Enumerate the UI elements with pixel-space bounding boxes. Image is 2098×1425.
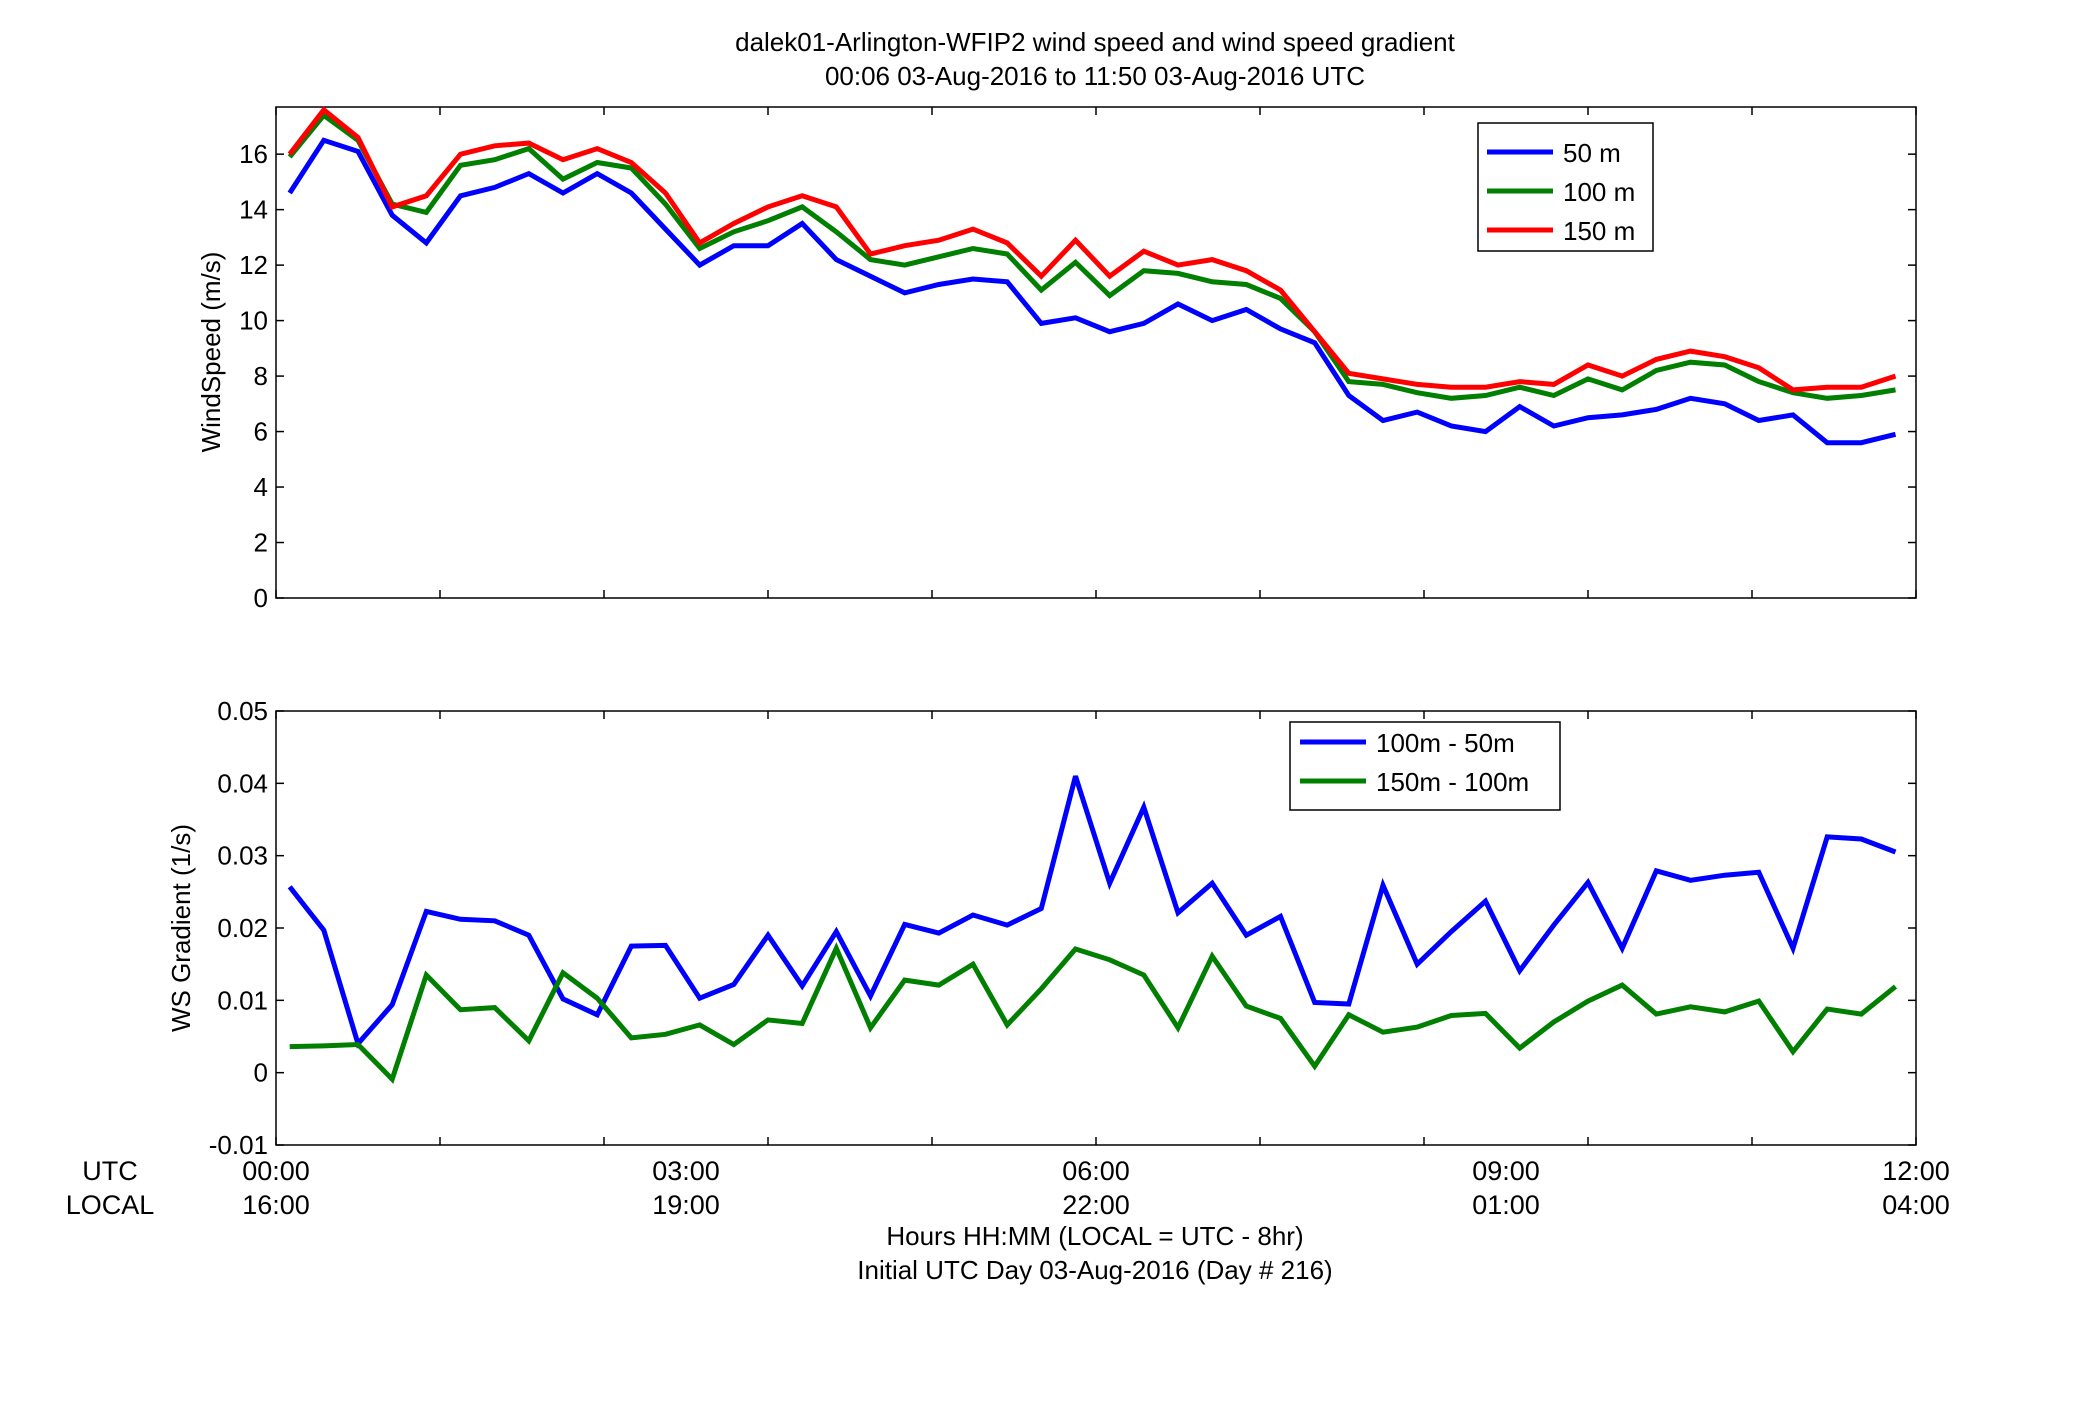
xtick-label-local: 19:00 xyxy=(652,1190,720,1220)
chart-title-line2: 00:06 03-Aug-2016 to 11:50 03-Aug-2016 U… xyxy=(825,61,1365,91)
xtick-label-utc: 00:00 xyxy=(242,1156,310,1186)
windspeed-ytick-label: 6 xyxy=(254,417,268,447)
windspeed-ytick-label: 10 xyxy=(239,306,268,336)
xtick-label-utc: 12:00 xyxy=(1882,1156,1950,1186)
xtick-label-utc: 06:00 xyxy=(1062,1156,1130,1186)
windspeed-ytick-label: 0 xyxy=(254,583,268,613)
gradient-legend-box xyxy=(1289,721,1561,811)
windspeed-series-line-0 xyxy=(287,137,1897,446)
windspeed-series-line-1 xyxy=(287,111,1896,401)
xtick-label-utc: 03:00 xyxy=(652,1156,720,1186)
gradient-ytick-label: 0.05 xyxy=(217,696,268,726)
windspeed-ytick-label: 14 xyxy=(239,195,268,225)
gradient-ytick-label: 0.03 xyxy=(217,841,268,871)
gradient-panel: -0.01 0 0.01 0.02 0.03 0.04 0.05 WS Gradient (… xyxy=(166,696,1917,1160)
legend-label-150m-100m: 150m - 100m xyxy=(1376,767,1529,797)
gradient-ytick-label: 0.01 xyxy=(217,985,268,1015)
xtick-label-utc: 09:00 xyxy=(1472,1156,1540,1186)
local-row-label: LOCAL xyxy=(66,1190,155,1220)
windspeed-ytick-label: 2 xyxy=(254,528,268,558)
xtick-label-local: 16:00 xyxy=(242,1190,310,1220)
utc-row-label: UTC xyxy=(82,1156,138,1186)
gradient-ytick-label: 0 xyxy=(254,1058,268,1088)
chart-title-line1: dalek01-Arlington-WFIP2 wind speed and w… xyxy=(735,27,1456,57)
gradient-ytick-label: 0.04 xyxy=(217,768,268,798)
windspeed-panel: 0 2 4 6 8 10 12 14 16 WindSpeed (m/s) 50 m 100 m… xyxy=(196,106,1917,613)
gradient-series-line-1 xyxy=(289,942,1898,1084)
legend-label-100m-50m: 100m - 50m xyxy=(1376,728,1515,758)
windspeed-ylabel: WindSpeed (m/s) xyxy=(196,252,226,453)
xlabel-line1: Hours HH:MM (LOCAL = UTC - 8hr) xyxy=(886,1221,1303,1251)
gradient-ytick-label: 0.02 xyxy=(217,913,268,943)
legend-label-50m: 50 m xyxy=(1563,138,1621,168)
legend-label-100m: 100 m xyxy=(1563,177,1635,207)
xtick-label-local: 01:00 xyxy=(1472,1190,1540,1220)
xtick-label-local: 22:00 xyxy=(1062,1190,1130,1220)
gradient-ylabel: WS Gradient (1/s) xyxy=(166,824,196,1032)
legend-label-150m: 150 m xyxy=(1563,216,1635,246)
windspeed-ytick-label: 12 xyxy=(239,250,268,280)
xtick-label-local: 04:00 xyxy=(1882,1190,1950,1220)
windspeed-ytick-label: 16 xyxy=(239,139,268,169)
windspeed-legend: 50 m 100 m 150 m xyxy=(1477,122,1654,252)
xlabel-line2: Initial UTC Day 03-Aug-2016 (Day # 216) xyxy=(857,1255,1332,1285)
gradient-legend: 100m - 50m 150m - 100m xyxy=(1289,721,1561,811)
windspeed-ytick-label: 4 xyxy=(254,472,268,502)
windspeed-ytick-label: 8 xyxy=(254,361,268,391)
windspeed-series-line-2 xyxy=(287,106,1897,393)
gradient-ytick-label: -0.01 xyxy=(209,1130,268,1160)
